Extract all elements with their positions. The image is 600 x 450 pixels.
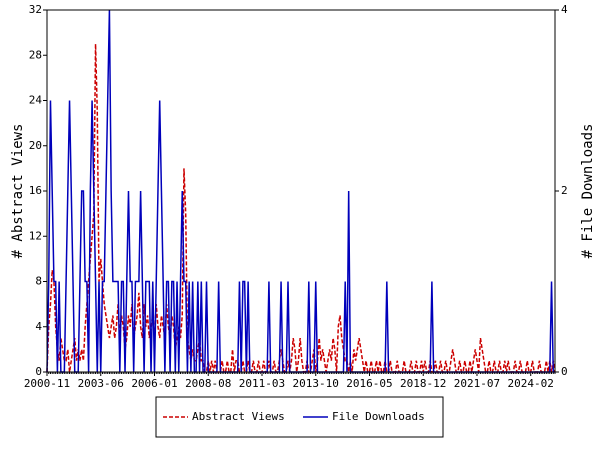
y-axis-title: # Abstract Views [10,124,26,259]
x-tick-label: 2000-11 [24,377,70,390]
y2-tick-label: 0 [561,365,568,378]
legend-label: File Downloads [332,410,425,423]
y2-tick-label: 4 [561,3,568,16]
y-tick-label: 24 [29,94,43,107]
x-tick-label: 2013-10 [293,377,339,390]
legend-label: Abstract Views [192,410,285,423]
y-tick-label: 8 [35,275,42,288]
legend-box [155,396,444,438]
x-tick-label: 2016-05 [346,377,392,390]
x-tick-label: 2008-08 [185,377,231,390]
x-tick-label: 2018-12 [400,377,446,390]
y-tick-label: 16 [29,184,42,197]
y-tick-label: 20 [29,139,42,152]
plot-frame [46,9,556,373]
x-tick-label: 2011-03 [239,377,285,390]
y-tick-label: 28 [29,48,42,61]
y2-tick-label: 2 [561,184,568,197]
y-tick-label: 0 [35,365,42,378]
x-tick-label: 2024-02 [508,377,554,390]
x-tick-label: 2003-06 [78,377,124,390]
y-tick-label: 4 [35,320,42,333]
x-tick-label: 2021-07 [454,377,500,390]
series-line [46,43,556,373]
x-tick-label: 2006-01 [131,377,177,390]
y-tick-label: 12 [29,229,42,242]
y-tick-label: 32 [29,3,42,16]
y2-axis-title: # File Downloads [580,124,596,259]
